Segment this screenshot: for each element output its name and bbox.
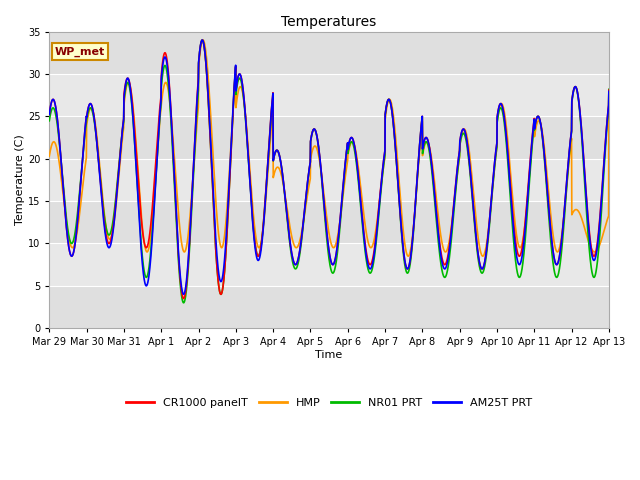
- CR1000 panelT: [45, 111, 53, 117]
- NR01 PRT: [180, 300, 188, 306]
- NR01 PRT: [198, 37, 206, 43]
- CR1000 panelT: [572, 84, 579, 90]
- Line: AM25T PRT: AM25T PRT: [49, 40, 609, 294]
- HMP: [605, 95, 612, 100]
- HMP: [492, 150, 500, 156]
- Text: WP_met: WP_met: [55, 47, 105, 57]
- Legend: CR1000 panelT, HMP, NR01 PRT, AM25T PRT: CR1000 panelT, HMP, NR01 PRT, AM25T PRT: [122, 393, 536, 412]
- CR1000 panelT: [605, 87, 612, 93]
- AM25T PRT: [492, 146, 500, 152]
- HMP: [404, 253, 412, 259]
- NR01 PRT: [572, 84, 579, 90]
- HMP: [45, 153, 53, 159]
- Title: Temperatures: Temperatures: [282, 15, 377, 29]
- CR1000 panelT: [180, 296, 188, 301]
- AM25T PRT: [202, 59, 210, 64]
- Bar: [49, 286, 609, 328]
- CR1000 panelT: [556, 251, 564, 257]
- AM25T PRT: [346, 138, 353, 144]
- Line: CR1000 panelT: CR1000 panelT: [49, 40, 609, 299]
- CR1000 panelT: [358, 210, 365, 216]
- NR01 PRT: [492, 150, 500, 156]
- CR1000 panelT: [346, 137, 353, 143]
- AM25T PRT: [198, 37, 206, 43]
- AM25T PRT: [572, 84, 579, 90]
- NR01 PRT: [346, 142, 353, 147]
- Line: HMP: HMP: [49, 40, 609, 256]
- NR01 PRT: [556, 263, 564, 268]
- Bar: [49, 32, 609, 74]
- Bar: [49, 116, 609, 159]
- HMP: [572, 207, 579, 213]
- Line: NR01 PRT: NR01 PRT: [49, 40, 609, 303]
- AM25T PRT: [45, 111, 53, 117]
- Y-axis label: Temperature (C): Temperature (C): [15, 134, 25, 225]
- AM25T PRT: [556, 251, 564, 257]
- CR1000 panelT: [202, 60, 210, 66]
- NR01 PRT: [45, 118, 53, 124]
- X-axis label: Time: Time: [316, 350, 342, 360]
- HMP: [358, 192, 365, 198]
- HMP: [556, 243, 564, 249]
- NR01 PRT: [202, 60, 210, 66]
- CR1000 panelT: [492, 146, 500, 152]
- AM25T PRT: [180, 291, 188, 297]
- HMP: [346, 144, 353, 150]
- AM25T PRT: [358, 212, 365, 218]
- HMP: [202, 47, 209, 53]
- CR1000 panelT: [198, 37, 206, 43]
- HMP: [199, 37, 207, 43]
- AM25T PRT: [605, 88, 612, 94]
- Bar: [49, 201, 609, 243]
- NR01 PRT: [358, 216, 365, 222]
- NR01 PRT: [605, 86, 612, 92]
